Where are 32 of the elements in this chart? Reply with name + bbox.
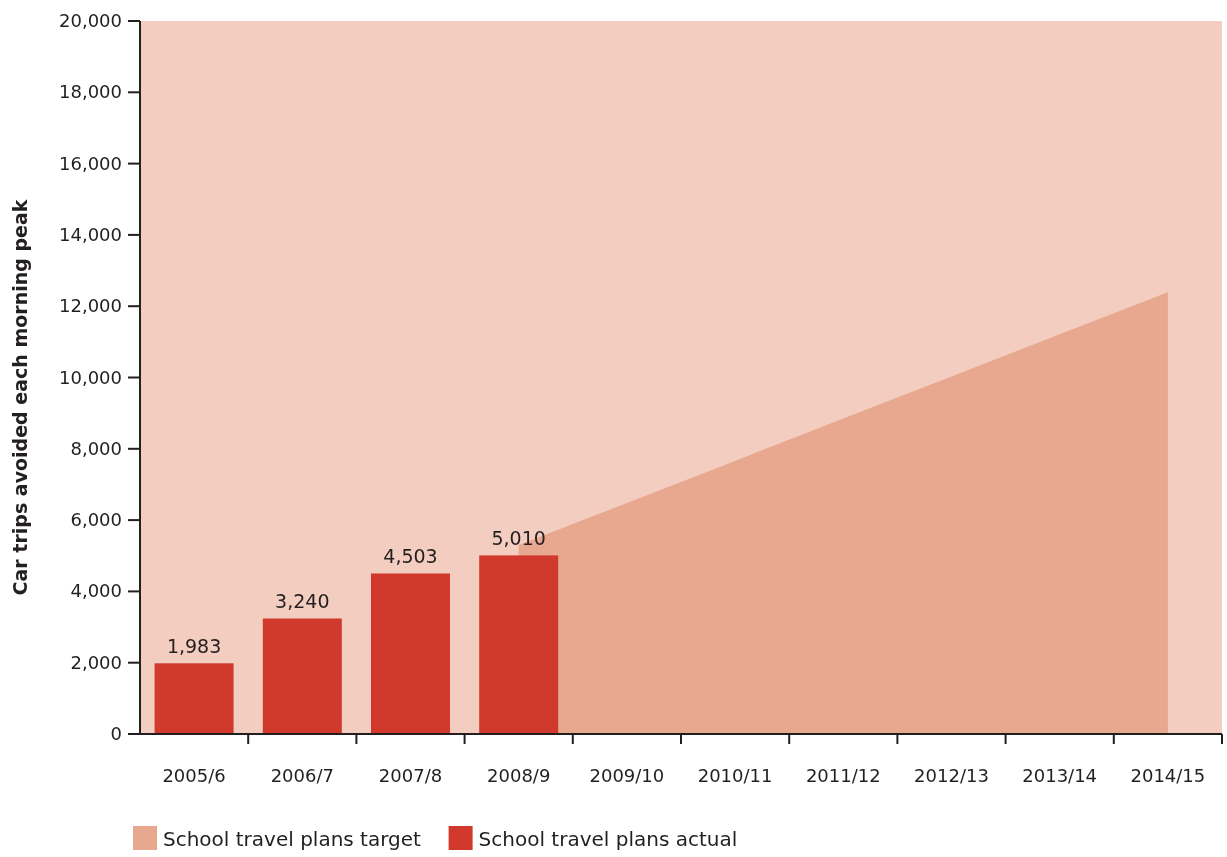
data-label: 4,503 [383, 545, 438, 568]
bar [371, 573, 450, 734]
x-tick-label: 2014/15 [1130, 765, 1206, 786]
y-tick-label: 12,000 [59, 295, 122, 317]
legend-label: School travel plans target [163, 827, 422, 851]
x-tick-label: 2006/7 [270, 765, 334, 786]
bar [154, 663, 234, 734]
y-tick-label: 8,000 [70, 437, 122, 459]
y-tick-label: 6,000 [70, 509, 122, 531]
x-tick-label: 2010/11 [697, 765, 773, 786]
y-tick-label: 14,000 [59, 223, 122, 245]
y-tick-label: 18,000 [59, 81, 122, 103]
bar [262, 618, 342, 734]
x-tick-label: 2007/8 [378, 765, 443, 786]
x-tick-label: 2013/14 [1022, 765, 1098, 786]
x-tick-label: 2009/10 [589, 765, 665, 786]
x-tick-label: 2008/9 [487, 765, 551, 786]
y-tick-label: 4,000 [70, 580, 122, 602]
x-tick-label: 2011/12 [805, 765, 881, 786]
bar [479, 555, 559, 734]
y-tick-label: 10,000 [59, 366, 122, 388]
data-label: 1,983 [166, 635, 222, 658]
x-tick-label: 2012/13 [914, 765, 989, 786]
y-tick-label: 2,000 [70, 651, 122, 673]
y-tick-label: 20,000 [59, 10, 122, 31]
y-axis-title: Car trips avoided each morning peak [9, 199, 31, 596]
legend-label: School travel plans actual [478, 827, 738, 851]
y-tick-label: 16,000 [59, 152, 122, 174]
data-label: 5,010 [491, 527, 546, 550]
y-tick-label: 0 [110, 723, 122, 744]
x-tick-label: 2005/6 [162, 765, 226, 786]
data-label: 3,240 [275, 590, 330, 613]
